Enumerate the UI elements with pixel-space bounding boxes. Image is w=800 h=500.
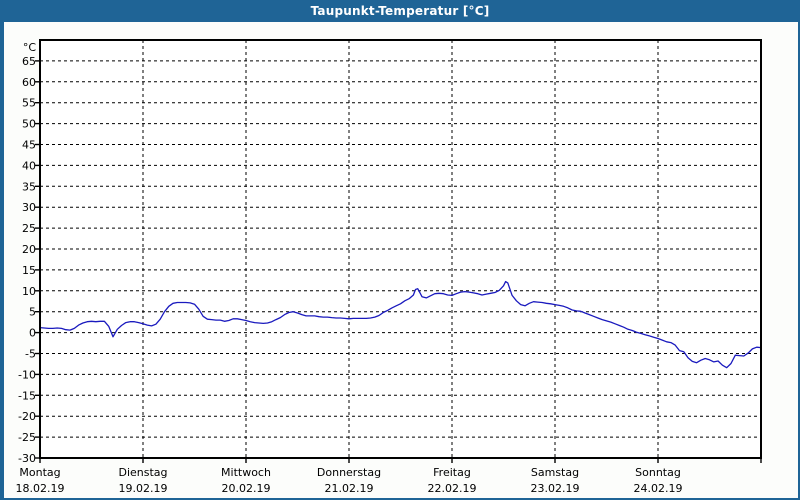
x-axis-labels: Montag 18.02.19 Dienstag 19.02.19 Mittwoch 20… (16, 466, 683, 495)
y-tick-label: 60 (22, 76, 36, 89)
x-day-label: Mittwoch (221, 466, 271, 479)
x-date-label: 19.02.19 (119, 482, 168, 495)
window-title: Taupunkt-Temperatur [°C] (310, 4, 490, 18)
y-tick-label: -30 (18, 452, 36, 465)
x-date-label: 21.02.19 (325, 482, 374, 495)
y-tick-label: 5 (29, 306, 36, 319)
y-tick-label: 15 (22, 264, 36, 277)
x-date-label: 24.02.19 (634, 482, 683, 495)
x-day-label: Montag (19, 466, 60, 479)
y-tick-label: 45 (22, 139, 36, 152)
chart-svg: °C65605550454035302520151050-5-10-15-20-… (16, 39, 762, 495)
chart-area: °C 65 60 55 50 45 40 35 30 25 20 15 10 5 0 -5 -10 -15 -20-… (4, 22, 798, 498)
x-date-label: 23.02.19 (531, 482, 580, 495)
x-day-label: Freitag (433, 466, 471, 479)
x-day-label: Dienstag (118, 466, 167, 479)
y-tick-label: 0 (29, 327, 36, 340)
y-tick-label: 10 (22, 285, 36, 298)
x-date-label: 22.02.19 (428, 482, 477, 495)
y-tick-label: 40 (22, 159, 36, 172)
x-date-label: 18.02.19 (16, 482, 65, 495)
dewpoint-line (39, 280, 762, 369)
series-taupunkt (39, 280, 762, 369)
tick-marks (35, 60, 762, 463)
x-day-label: Donnerstag (317, 466, 381, 479)
y-tick-label: 50 (22, 118, 36, 131)
y-tick-label: 30 (22, 201, 36, 214)
y-tick-label: 55 (22, 97, 36, 110)
y-tick-label: -20 (18, 410, 36, 423)
y-tick-label: 20 (22, 243, 36, 256)
gridlines (40, 40, 761, 458)
y-tick-label: -10 (18, 368, 36, 381)
y-tick-label: 65 (22, 55, 36, 68)
y-tick-label: -5 (25, 348, 36, 361)
x-day-label: Samstag (531, 466, 579, 479)
y-axis-labels: °C65605550454035302520151050-5-10-15-20-… (18, 41, 36, 465)
window-titlebar: Taupunkt-Temperatur [°C] (4, 0, 798, 22)
x-day-label: Sonntag (635, 466, 681, 479)
x-date-label: 20.02.19 (222, 482, 271, 495)
y-axis-unit-label: °C (23, 41, 37, 54)
y-tick-label: -25 (18, 431, 36, 444)
y-tick-label: 35 (22, 180, 36, 193)
y-tick-label: -15 (18, 389, 36, 402)
y-tick-label: 25 (22, 222, 36, 235)
